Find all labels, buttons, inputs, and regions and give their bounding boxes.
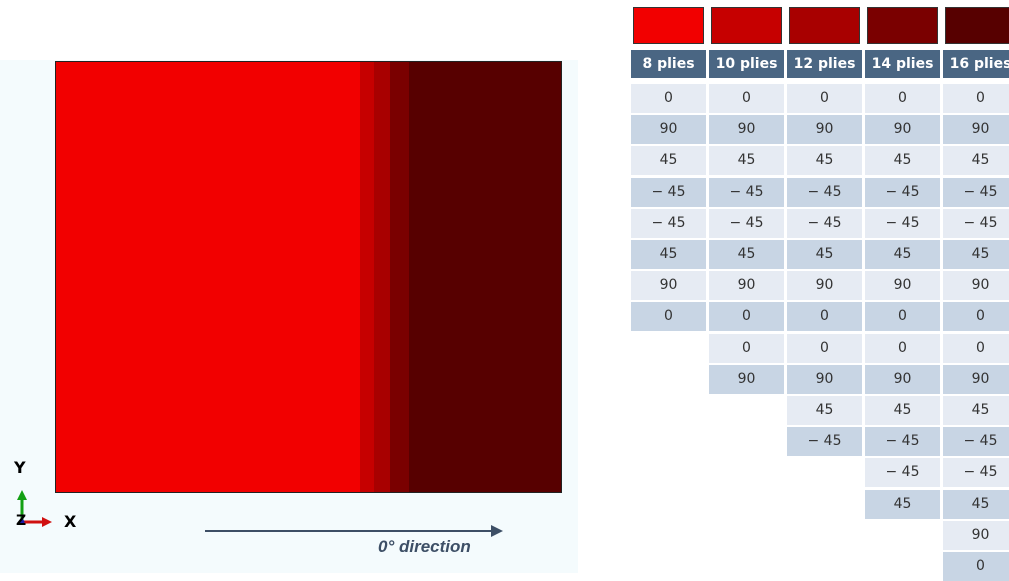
coordinate-triad: Y Z X [12, 458, 92, 538]
ply-angle-cell: − 45 [865, 458, 940, 488]
ply-angle-cell: 45 [943, 489, 1009, 519]
ply-angle-cell: 0 [787, 302, 862, 332]
ply-angle-cell: 90 [631, 271, 706, 301]
ply-angle-cell: 90 [631, 115, 706, 145]
ply-angle-cell: 45 [865, 396, 940, 425]
color-swatch [711, 7, 782, 44]
ply-angle-cell: 45 [865, 146, 940, 176]
ply-angle-cell: 90 [709, 271, 784, 301]
ply-angle-cell: 45 [631, 240, 706, 269]
zone-14-plies [390, 62, 409, 492]
ply-angle-cell: − 45 [943, 458, 1009, 488]
column-header: 16 plies [943, 50, 1009, 78]
zone-8-plies [56, 62, 360, 492]
ply-angle-cell: 90 [709, 115, 784, 145]
ply-angle-cell: − 45 [631, 177, 706, 207]
triad-icon [17, 490, 52, 527]
direction-label: 0° direction [378, 537, 471, 556]
zone-12-plies [374, 62, 390, 492]
ply-angle-cell: − 45 [787, 177, 862, 207]
ply-angle-cell: 0 [709, 333, 784, 363]
ply-angle-cell: 90 [865, 115, 940, 145]
ply-angle-cell: 45 [865, 240, 940, 269]
x-axis-label: X [64, 512, 77, 531]
column-header: 8 plies [631, 50, 706, 78]
ply-angle-cell: 0 [943, 302, 1009, 332]
ply-angle-cell: − 45 [631, 208, 706, 238]
ply-angle-cell: 45 [631, 146, 706, 176]
color-swatch [789, 7, 860, 44]
ply-angle-cell: 0 [631, 84, 706, 113]
ply-angle-cell: 0 [709, 302, 784, 332]
laminate-plate [55, 61, 562, 493]
ply-angle-cell: 90 [787, 115, 862, 145]
column-header: 10 plies [709, 50, 784, 78]
ply-angle-cell: 0 [709, 84, 784, 113]
zone-10-plies [360, 62, 374, 492]
ply-angle-cell: 0 [631, 302, 706, 332]
ply-angle-cell: − 45 [865, 177, 940, 207]
ply-angle-cell: − 45 [787, 427, 862, 457]
z-axis-label: Z [16, 513, 27, 529]
ply-angle-cell: − 45 [943, 208, 1009, 238]
ply-angle-cell: − 45 [943, 427, 1009, 457]
color-swatch [633, 7, 704, 44]
ply-angle-cell: 90 [943, 115, 1009, 145]
ply-angle-cell: 45 [943, 240, 1009, 269]
ply-angle-cell: 45 [865, 489, 940, 519]
ply-angle-cell: 90 [787, 364, 862, 394]
direction-arrow-icon [205, 525, 503, 537]
ply-angle-cell: 0 [943, 552, 1009, 581]
ply-angle-cell: 45 [709, 146, 784, 176]
ply-angle-cell: − 45 [709, 177, 784, 207]
ply-angle-cell: 90 [943, 271, 1009, 301]
column-header: 14 plies [865, 50, 940, 78]
ply-angle-cell: 90 [865, 364, 940, 394]
ply-angle-cell: 90 [865, 271, 940, 301]
ply-angle-cell: 90 [943, 520, 1009, 550]
ply-angle-cell: 0 [787, 333, 862, 363]
color-swatch [867, 7, 938, 44]
y-axis-label: Y [14, 458, 26, 477]
ply-angle-cell: − 45 [943, 177, 1009, 207]
ply-angle-cell: 0 [943, 333, 1009, 363]
ply-angle-cell: 45 [787, 146, 862, 176]
ply-angle-cell: − 45 [865, 427, 940, 457]
ply-angle-cell: 0 [865, 302, 940, 332]
ply-angle-cell: 45 [787, 240, 862, 269]
column-header: 12 plies [787, 50, 862, 78]
color-swatch [945, 7, 1009, 44]
ply-angle-cell: 0 [943, 84, 1009, 113]
ply-angle-cell: 45 [943, 146, 1009, 176]
ply-angle-cell: 0 [865, 333, 940, 363]
ply-angle-cell: 45 [943, 396, 1009, 425]
ply-angle-cell: 90 [709, 364, 784, 394]
ply-angle-cell: 90 [787, 271, 862, 301]
ply-angle-cell: − 45 [709, 208, 784, 238]
ply-angle-cell: 45 [787, 396, 862, 425]
ply-angle-cell: 0 [865, 84, 940, 113]
ply-angle-cell: 0 [787, 84, 862, 113]
ply-angle-cell: 90 [943, 364, 1009, 394]
ply-angle-cell: − 45 [865, 208, 940, 238]
ply-angle-cell: − 45 [787, 208, 862, 238]
ply-angle-cell: 45 [709, 240, 784, 269]
zone-16-plies [409, 62, 561, 492]
